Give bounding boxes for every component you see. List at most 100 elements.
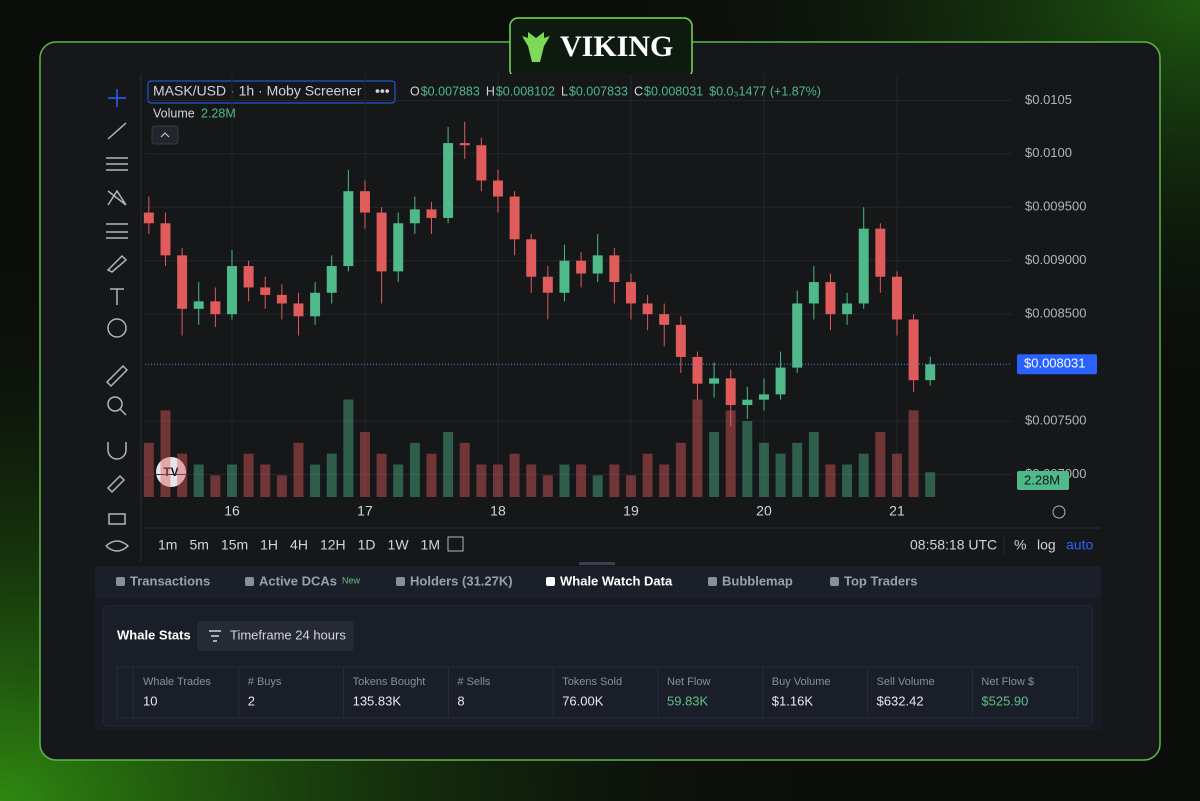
candle-body: [393, 223, 404, 272]
y-tick-label: $0.0100: [1025, 145, 1072, 160]
x-tick-label: 16: [224, 503, 240, 519]
volume-bar: [592, 475, 603, 497]
collapse-icon: [160, 132, 170, 138]
volume-bar: [908, 410, 919, 497]
candle-body: [326, 266, 337, 293]
tv-logo[interactable]: [156, 457, 186, 487]
tab[interactable]: Transactions: [130, 573, 210, 588]
symbol-box[interactable]: [147, 80, 396, 104]
volume-bar: [359, 432, 370, 497]
stat-value: 59.83K: [667, 693, 709, 708]
tv-logo-mark: TV: [163, 465, 178, 479]
volume-bar: [193, 464, 204, 497]
candle-body: [193, 301, 204, 309]
drag-handle[interactable]: [579, 562, 615, 565]
volume-bar: [143, 442, 154, 497]
filter-icon: [209, 630, 221, 642]
candle-body: [409, 209, 420, 224]
volume-bar: [326, 453, 337, 497]
volume-bar: [409, 442, 420, 497]
candle-body: [792, 303, 803, 368]
candle-body: [459, 143, 470, 146]
interval-button[interactable]: 12H: [320, 537, 346, 553]
candle-body: [476, 145, 487, 181]
candle-body: [675, 324, 686, 357]
x-tick-label: 20: [756, 503, 772, 519]
tab[interactable]: Bubblemap: [722, 573, 793, 588]
volume-title-value: 2.28M: [201, 106, 236, 120]
volume-bar: [692, 399, 703, 497]
candle-body: [908, 319, 919, 381]
volume-bar: [459, 442, 470, 497]
stat-label: Tokens Sold: [562, 676, 622, 688]
interval-button[interactable]: 4H: [290, 537, 308, 553]
drawing-tools[interactable]: [105, 89, 130, 552]
tab-icon: [396, 577, 405, 586]
stats-title: Whale Stats: [117, 627, 191, 642]
tab[interactable]: Active DCAs: [259, 573, 337, 588]
stat-value: $632.42: [877, 693, 924, 708]
volume-bar: [925, 472, 936, 497]
stat-value: 10: [143, 693, 157, 708]
interval-button[interactable]: 5m: [189, 537, 208, 553]
candle-body: [692, 356, 703, 384]
candle-body: [343, 191, 354, 267]
x-tick-label: 17: [357, 503, 373, 519]
interval-button[interactable]: 1W: [388, 537, 410, 553]
timeframe-text: Timeframe 24 hours: [230, 627, 346, 642]
tab[interactable]: Top Traders: [844, 573, 917, 588]
candle-body: [260, 287, 271, 295]
volume-bar: [825, 464, 836, 497]
volume-bar: [758, 442, 769, 497]
stats-row: [116, 666, 1079, 719]
volume-bar: [675, 442, 686, 497]
volume-bar: [542, 475, 553, 497]
last-price-box: [1017, 354, 1097, 375]
stat-label: Whale Trades: [143, 676, 211, 688]
candle-body: [609, 255, 620, 283]
candle-body: [758, 394, 769, 400]
volume-bar: [842, 464, 853, 497]
interval-button[interactable]: 1H: [260, 537, 278, 553]
percent-toggle[interactable]: %: [1014, 537, 1026, 553]
candle-body: [276, 294, 287, 304]
candle-body: [825, 282, 836, 315]
volume-bar: [426, 453, 437, 497]
log-toggle[interactable]: log: [1037, 537, 1056, 553]
volume-bar: [725, 410, 736, 497]
auto-toggle[interactable]: auto: [1066, 537, 1093, 553]
tab[interactable]: Holders (31.27K): [410, 573, 513, 588]
tab-icon: [830, 577, 839, 586]
candle-body: [891, 276, 902, 320]
volume-bar: [476, 464, 487, 497]
volume-bar: [792, 442, 803, 497]
interval-button[interactable]: 1M: [421, 537, 440, 553]
tab-icon: [116, 577, 125, 586]
interval-button[interactable]: 1D: [358, 537, 376, 553]
volume-bar: [559, 464, 570, 497]
date-range-icon[interactable]: [447, 536, 464, 552]
volume-title: Volume: [153, 106, 195, 120]
candle-body: [376, 212, 387, 272]
candle-body: [925, 364, 936, 381]
interval-button[interactable]: 1m: [158, 537, 177, 553]
ohlc-h-label: H: [486, 84, 495, 98]
interval-button[interactable]: 15m: [221, 537, 248, 553]
candle-body: [426, 209, 437, 218]
volume-bar: [443, 432, 454, 497]
stat-label: Net Flow $: [981, 676, 1034, 688]
collapse-button[interactable]: [151, 125, 179, 145]
settings-icon[interactable]: [1052, 505, 1066, 519]
tab[interactable]: Whale Watch Data: [560, 573, 673, 588]
ohlc-o-label: O: [410, 84, 420, 98]
stat-value: 2: [248, 693, 255, 708]
volume-bar: [260, 464, 271, 497]
timeframe-button[interactable]: [197, 621, 354, 651]
candle-body: [625, 282, 636, 304]
stat-label: # Sells: [457, 676, 491, 688]
candle-body: [709, 378, 720, 384]
more-dots[interactable]: •••: [375, 83, 390, 99]
y-tick-label: $0.009500: [1025, 199, 1086, 214]
